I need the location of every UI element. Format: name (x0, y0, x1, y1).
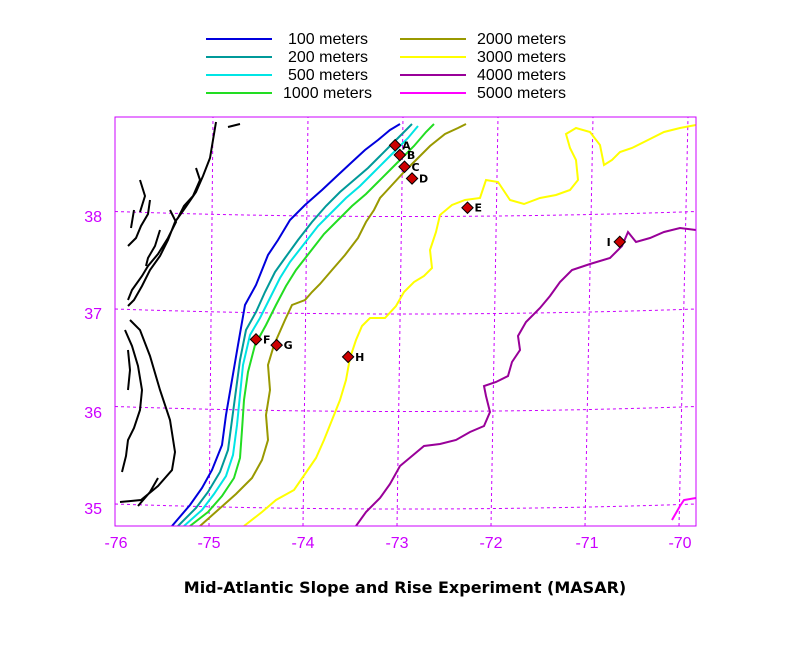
axis-tick-labels: -76 -75 -74 -73 -72 -71 -70 35 36 37 38 (84, 209, 691, 552)
meridian-line (302, 116, 309, 527)
station-label-c: C (412, 161, 420, 174)
map-content (119, 121, 696, 526)
station-marker-i (613, 235, 627, 249)
graticule (114, 116, 697, 527)
lat-tick-label: 36 (84, 405, 102, 422)
station-label-g: G (284, 339, 293, 352)
lon-tick-label: -72 (479, 535, 502, 552)
legend-item-200m: 200 meters (206, 49, 368, 66)
legend-label-5000m: 5000 meters (477, 85, 566, 102)
isobath-5000m (671, 497, 696, 521)
isobath-4000m (355, 226, 696, 526)
station-label-a: A (402, 139, 411, 152)
lon-tick-label: -76 (104, 535, 127, 552)
lat-tick-label: 37 (84, 306, 102, 323)
station-marker-d (405, 172, 419, 185)
station-marker-e (461, 201, 474, 215)
legend-label-200m: 200 meters (288, 49, 368, 66)
station-label-i: I (607, 236, 611, 249)
legend: 100 meters 200 meters 500 meters 1000 me… (206, 31, 566, 102)
station-marker-f (249, 332, 263, 346)
meridian-line (208, 116, 214, 527)
lon-tick-label: -73 (385, 535, 408, 552)
coastline (119, 121, 241, 507)
legend-label-2000m: 2000 meters (477, 31, 566, 48)
isobath-1000m (189, 123, 435, 526)
station-label-e: E (475, 202, 483, 215)
isobath-500m (183, 125, 419, 526)
legend-label-3000m: 3000 meters (477, 49, 566, 66)
legend-label-100m: 100 meters (288, 31, 368, 48)
lat-tick-label: 35 (84, 501, 102, 518)
legend-item-2000m: 2000 meters (400, 31, 566, 48)
legend-item-100m: 100 meters (206, 31, 368, 48)
station-marker-g (270, 338, 284, 352)
map-title: Mid-Atlantic Slope and Rise Experiment (… (184, 578, 626, 597)
station-label-h: H (355, 351, 364, 364)
lon-tick-label: -71 (575, 535, 598, 552)
legend-label-4000m: 4000 meters (477, 67, 566, 84)
station-label-b: B (407, 149, 415, 162)
map-frame (114, 116, 697, 527)
lat-tick-label: 38 (84, 209, 102, 226)
meridian-line (584, 116, 594, 527)
lon-tick-label: -70 (668, 535, 691, 552)
meridian-line (678, 116, 689, 527)
isobath-3000m (243, 124, 696, 526)
station-marker-h (341, 350, 355, 364)
parallel-line (114, 503, 697, 510)
parallel-line (114, 211, 697, 217)
isobath-100m (171, 123, 401, 526)
legend-label-500m: 500 meters (288, 67, 368, 84)
meridian-line (396, 116, 404, 527)
legend-item-500m: 500 meters (206, 67, 368, 84)
legend-label-1000m: 1000 meters (283, 85, 372, 102)
meridian-line (490, 116, 499, 527)
lon-tick-label: -74 (291, 535, 314, 552)
parallel-line (114, 406, 697, 412)
legend-item-4000m: 4000 meters (400, 67, 566, 84)
station-marker-c (398, 160, 411, 174)
station-marker-a (388, 138, 402, 152)
station-label-f: F (263, 333, 271, 346)
station-marker-b (393, 148, 407, 162)
legend-item-1000m: 1000 meters (206, 85, 372, 102)
parallel-line (114, 308, 697, 315)
lon-tick-label: -75 (197, 535, 220, 552)
legend-item-5000m: 5000 meters (400, 85, 566, 102)
isobath-200m (177, 123, 413, 526)
station-label-d: D (419, 172, 428, 185)
legend-item-3000m: 3000 meters (400, 49, 566, 66)
